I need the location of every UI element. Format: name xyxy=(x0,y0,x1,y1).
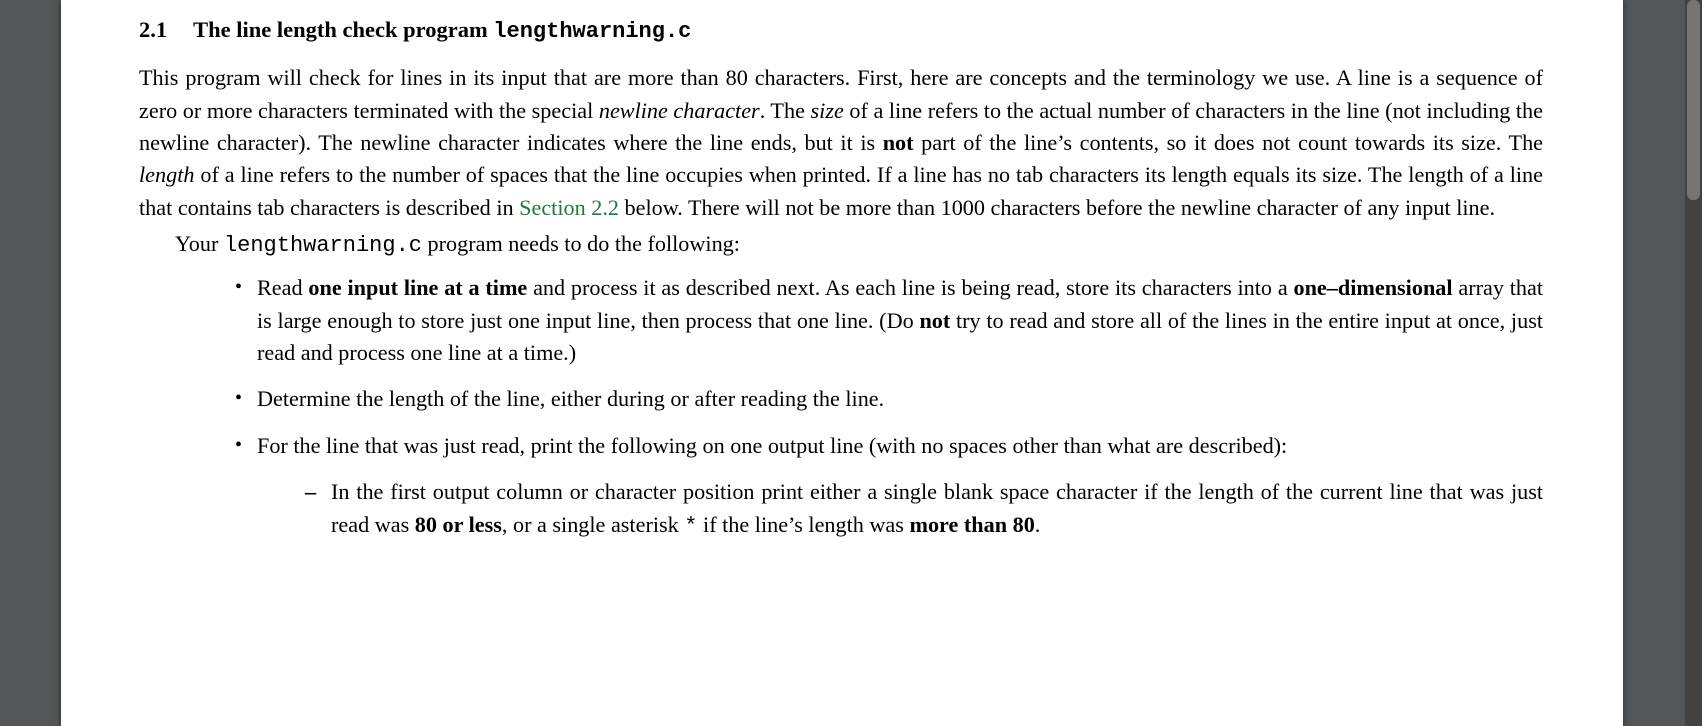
bullet-list: Read one input line at a time and proces… xyxy=(139,272,1543,543)
p1-t7: part of the line’s contents, so it does … xyxy=(914,130,1543,155)
paragraph-2: Your lengthwarning.c program needs to do… xyxy=(139,228,1543,262)
pdf-viewer: 2.1 The line length check program lengthw… xyxy=(0,0,1702,726)
b1-t3: and process it as described next. As eac… xyxy=(527,275,1293,300)
paragraph-1: This program will check for lines in its… xyxy=(139,62,1543,224)
d1-asterisk: * xyxy=(684,514,697,539)
p1-not: not xyxy=(883,130,914,155)
b3-t1: For the line that was just read, print t… xyxy=(257,433,1287,458)
p2-t1: Your xyxy=(175,231,224,256)
section-title-code: lengthwarning.c xyxy=(493,19,691,44)
bullet-item-1: Read one input line at a time and proces… xyxy=(235,272,1543,369)
b1-not: not xyxy=(919,308,950,333)
b1-one-line: one input line at a time xyxy=(308,275,527,300)
p1-t3: . The xyxy=(760,98,811,123)
b1-t1: Read xyxy=(257,275,308,300)
vertical-scrollbar[interactable] xyxy=(1685,0,1702,726)
d1-80-or-less: 80 or less xyxy=(415,512,502,537)
scrollbar-thumb[interactable] xyxy=(1687,0,1700,200)
d1-t3: , or a single asterisk xyxy=(502,512,684,537)
d1-more-than-80: more than 80 xyxy=(909,512,1034,537)
p1-t11: below. There will not be more than 1000 … xyxy=(619,195,1495,220)
p1-length: length xyxy=(139,162,194,187)
p1-size: size xyxy=(811,98,844,123)
section-title-text: The line length check program xyxy=(193,17,493,42)
document-page: 2.1 The line length check program lengthw… xyxy=(61,0,1623,726)
d1-t5: if the line’s length was xyxy=(697,512,909,537)
page-content: 2.1 The line length check program lengthw… xyxy=(61,0,1623,543)
d1-t7: . xyxy=(1035,512,1041,537)
dash-list: In the first output column or character … xyxy=(257,476,1543,543)
p1-newline-char: newline character xyxy=(599,98,760,123)
p2-code: lengthwarning.c xyxy=(224,233,422,258)
section-2-2-link[interactable]: Section 2.2 xyxy=(519,195,619,220)
b1-one-dim: one–dimensional xyxy=(1294,275,1453,300)
bullet-item-3: For the line that was just read, print t… xyxy=(235,430,1543,543)
section-heading: 2.1 The line length check program lengthw… xyxy=(139,14,1543,48)
bullet-item-2: Determine the length of the line, either… xyxy=(235,383,1543,415)
dash-item-1: In the first output column or character … xyxy=(305,476,1543,543)
p2-t3: program needs to do the following: xyxy=(422,231,740,256)
b2-t1: Determine the length of the line, either… xyxy=(257,386,884,411)
section-number: 2.1 xyxy=(139,14,167,47)
